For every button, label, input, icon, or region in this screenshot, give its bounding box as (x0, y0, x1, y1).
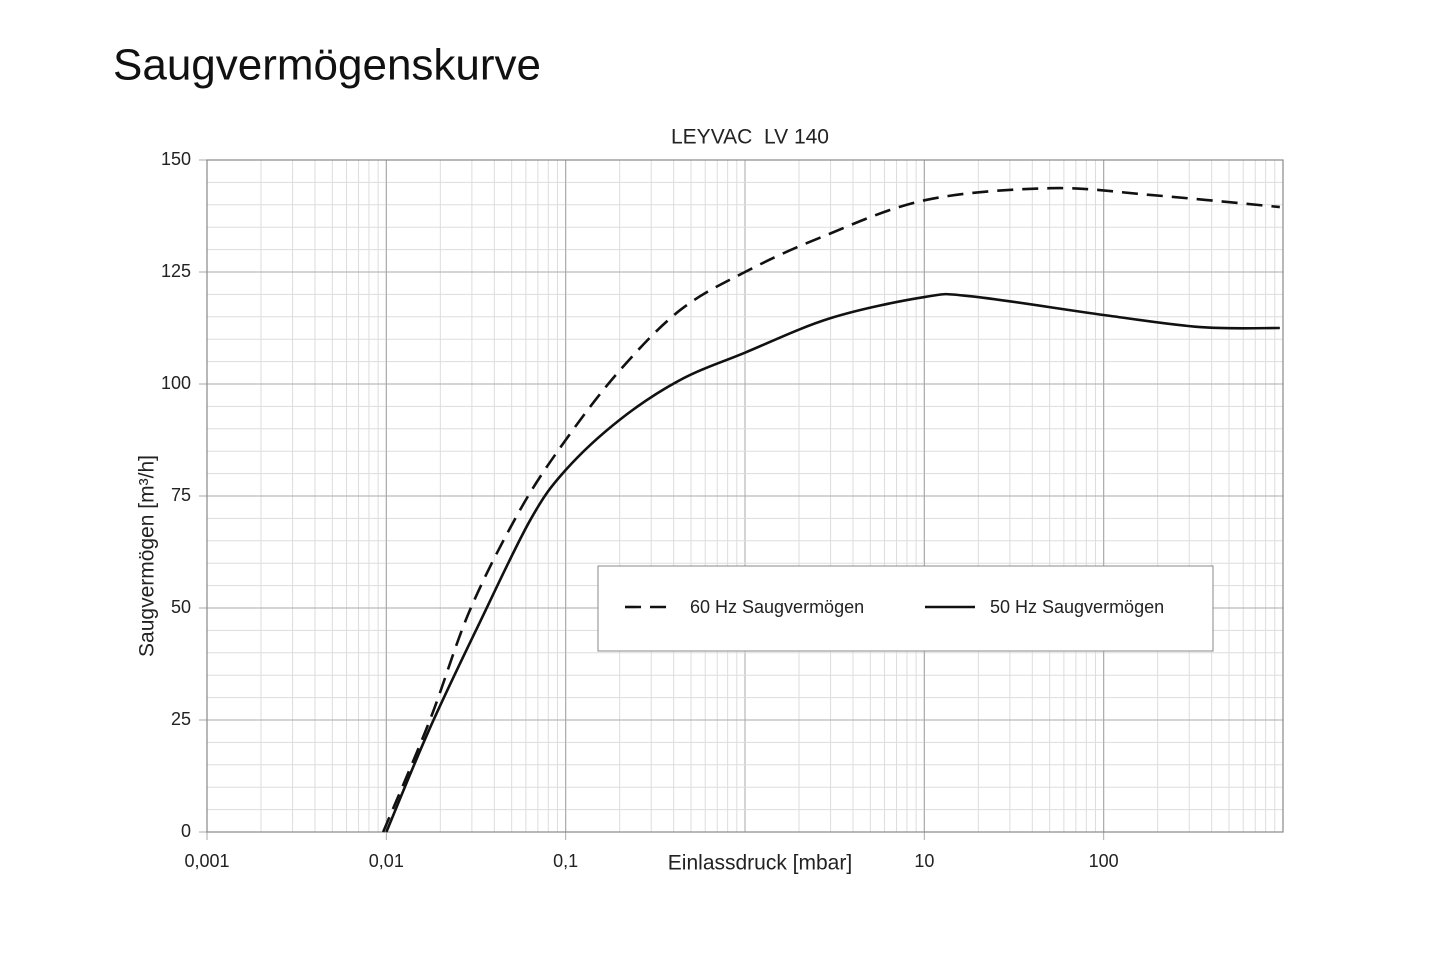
y-tick-label: 100 (161, 373, 191, 393)
x-tick-label: 0,01 (369, 851, 404, 871)
plot-frame (206, 159, 1284, 833)
x-tick-label: 0,1 (553, 851, 578, 871)
chart-title: LEYVAC LV 140 (671, 126, 829, 149)
x-tick-label: 0,001 (184, 851, 229, 871)
y-tick-label: 125 (161, 261, 191, 281)
page-title: Saugvermögenskurve (113, 41, 541, 90)
y-axis-label: Saugvermögen [m³/h] (136, 455, 159, 657)
y-tick-label: 25 (171, 709, 191, 729)
series-line (381, 186, 1280, 833)
x-tick-label: 100 (1089, 851, 1119, 871)
y-tick-label: 150 (161, 149, 191, 169)
y-tick-label: 50 (171, 597, 191, 617)
x-axis-label: Einlassdruck [mbar] (668, 852, 852, 875)
x-tick-label: 10 (914, 851, 934, 871)
series-line (385, 292, 1280, 833)
legend-label: 60 Hz Saugvermögen (690, 597, 864, 617)
legend-box (597, 565, 1214, 652)
y-tick-label: 75 (171, 485, 191, 505)
y-tick-label: 0 (181, 821, 191, 841)
legend-label: 50 Hz Saugvermögen (990, 597, 1164, 617)
